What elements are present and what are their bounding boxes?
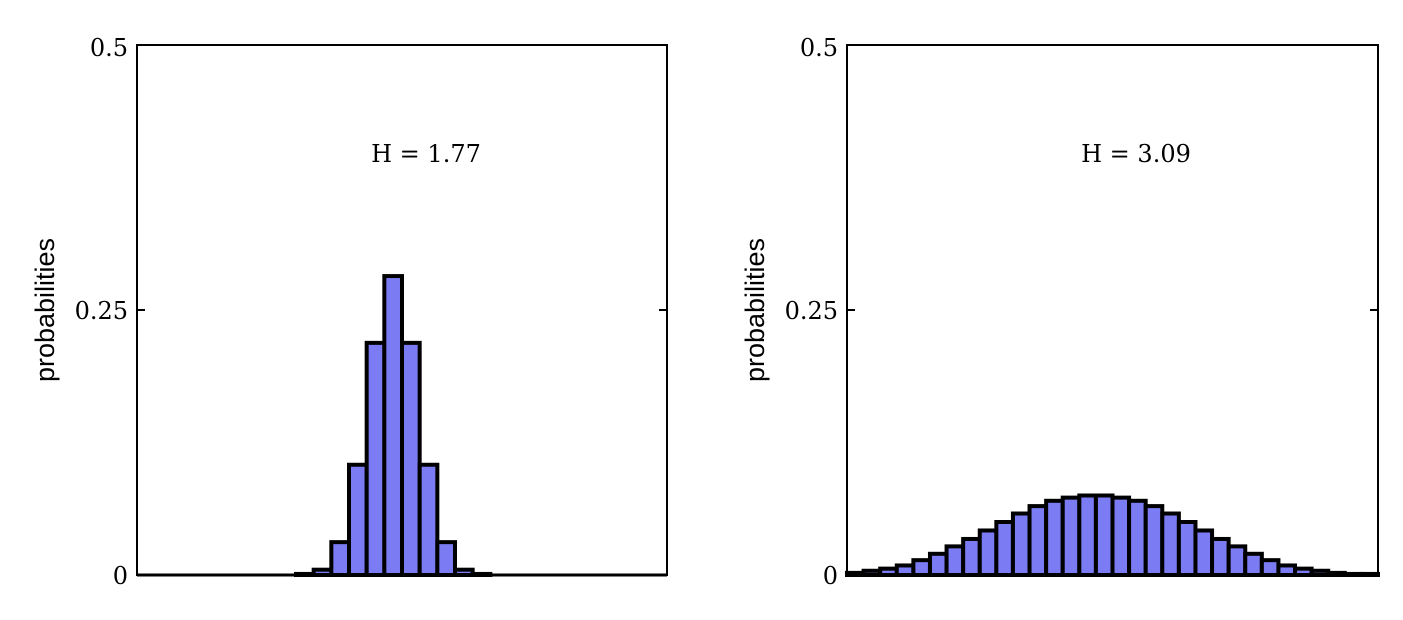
bar-12	[1027, 504, 1049, 578]
entropy-annotation: H = 1.77	[371, 140, 481, 168]
bar-14	[1060, 495, 1082, 577]
chart-panel-right: 0 0.25 0.5 probabilities H = 3.09	[740, 34, 1381, 590]
chart-panel-left: 0 0.25 0.5 probabilities H = 1.77	[30, 34, 668, 590]
bar-17	[417, 462, 440, 578]
bar-17	[1110, 495, 1132, 577]
bar-13	[347, 462, 369, 578]
bar-series	[294, 274, 493, 578]
y-axis-label: probabilities	[30, 238, 60, 382]
bar-13	[1044, 498, 1065, 577]
bar-16	[400, 340, 422, 577]
bar-25	[1243, 551, 1264, 577]
bar-20	[1160, 511, 1181, 578]
y-tick-label-2: 0.5	[800, 34, 838, 62]
bar-6	[927, 551, 949, 577]
y-tick-label-0: 0	[823, 562, 838, 590]
y-tick-label-2: 0.5	[90, 34, 128, 62]
bar-22	[1193, 528, 1215, 577]
bar-16	[1093, 493, 1115, 577]
bar-12	[329, 540, 351, 578]
bar-26	[1259, 558, 1281, 577]
bar-15	[382, 274, 404, 577]
y-tick-label-1: 0.25	[75, 297, 128, 325]
bar-15	[1077, 493, 1098, 577]
bar-8	[961, 536, 982, 578]
bar-14	[364, 340, 387, 577]
bar-series	[845, 493, 1381, 578]
y-tick-label-0: 0	[113, 562, 128, 590]
bar-7	[944, 544, 966, 578]
bar-9	[977, 528, 999, 577]
bar-18	[435, 540, 457, 578]
bar-19	[1143, 504, 1165, 578]
bar-5	[911, 558, 932, 577]
entropy-annotation: H = 3.09	[1081, 140, 1191, 168]
bar-11	[1010, 511, 1032, 578]
bar-18	[1127, 498, 1148, 577]
y-tick-label-1: 0.25	[785, 297, 838, 325]
bar-10	[994, 520, 1015, 577]
y-axis-label: probabilities	[740, 238, 770, 382]
bar-21	[1176, 520, 1198, 577]
bar-24	[1226, 544, 1248, 578]
bar-23	[1210, 536, 1231, 578]
